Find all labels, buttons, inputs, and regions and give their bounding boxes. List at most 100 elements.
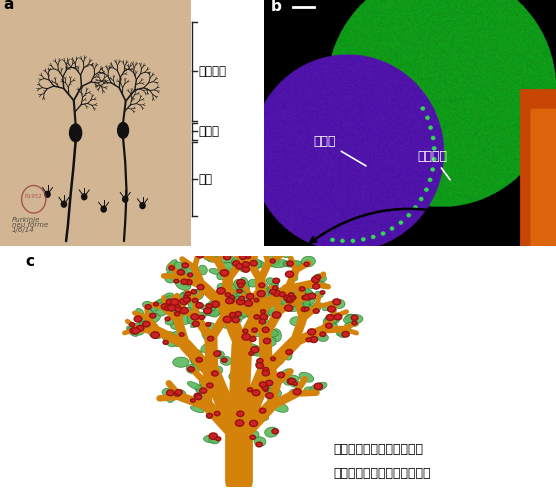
Circle shape: [260, 382, 266, 387]
Ellipse shape: [231, 296, 239, 303]
Ellipse shape: [266, 258, 280, 267]
Circle shape: [306, 338, 311, 342]
Ellipse shape: [180, 307, 191, 315]
Ellipse shape: [170, 307, 179, 313]
Ellipse shape: [271, 260, 288, 268]
Ellipse shape: [265, 389, 277, 396]
Circle shape: [246, 294, 254, 299]
Ellipse shape: [151, 299, 164, 311]
Ellipse shape: [174, 262, 187, 273]
Circle shape: [132, 328, 140, 334]
Circle shape: [191, 314, 199, 320]
Ellipse shape: [259, 282, 269, 293]
Circle shape: [327, 306, 335, 312]
Text: c: c: [25, 254, 34, 269]
Ellipse shape: [268, 356, 284, 367]
Ellipse shape: [304, 303, 311, 311]
Circle shape: [165, 306, 171, 310]
Ellipse shape: [257, 383, 269, 390]
Ellipse shape: [234, 259, 252, 270]
Circle shape: [314, 383, 322, 390]
Ellipse shape: [282, 293, 292, 300]
Ellipse shape: [222, 317, 241, 324]
Ellipse shape: [231, 257, 245, 267]
Circle shape: [272, 312, 281, 318]
Circle shape: [304, 262, 309, 266]
Circle shape: [279, 292, 285, 297]
Ellipse shape: [262, 329, 279, 337]
Circle shape: [266, 393, 273, 399]
Ellipse shape: [259, 357, 267, 364]
Ellipse shape: [226, 306, 242, 318]
Circle shape: [196, 252, 204, 258]
Circle shape: [227, 298, 234, 304]
Circle shape: [260, 314, 267, 320]
Ellipse shape: [194, 393, 203, 405]
Ellipse shape: [262, 355, 277, 365]
Ellipse shape: [172, 298, 187, 305]
Ellipse shape: [136, 308, 144, 318]
Circle shape: [262, 370, 270, 376]
Ellipse shape: [131, 324, 146, 333]
Ellipse shape: [256, 387, 276, 395]
Ellipse shape: [247, 308, 260, 320]
Ellipse shape: [234, 380, 247, 388]
Ellipse shape: [170, 276, 183, 281]
Ellipse shape: [197, 248, 207, 255]
Ellipse shape: [295, 292, 309, 302]
Circle shape: [270, 289, 276, 294]
Ellipse shape: [206, 303, 215, 316]
Ellipse shape: [344, 328, 351, 334]
Ellipse shape: [221, 315, 234, 328]
Circle shape: [216, 437, 221, 441]
Ellipse shape: [210, 406, 222, 415]
Ellipse shape: [219, 254, 234, 263]
Ellipse shape: [236, 304, 255, 308]
Ellipse shape: [186, 364, 200, 373]
Ellipse shape: [255, 381, 269, 390]
Circle shape: [289, 293, 294, 297]
Ellipse shape: [133, 329, 143, 335]
Ellipse shape: [271, 281, 278, 288]
Ellipse shape: [260, 322, 271, 332]
Circle shape: [226, 298, 233, 304]
Circle shape: [237, 411, 244, 417]
Circle shape: [259, 408, 266, 413]
Text: 軸索: 軸索: [198, 173, 213, 185]
Ellipse shape: [175, 278, 191, 290]
Circle shape: [151, 332, 160, 338]
Circle shape: [195, 395, 202, 400]
Circle shape: [209, 433, 217, 439]
Ellipse shape: [262, 378, 275, 385]
Circle shape: [223, 316, 231, 323]
Circle shape: [211, 371, 218, 376]
Ellipse shape: [187, 312, 199, 324]
Circle shape: [143, 321, 150, 327]
Ellipse shape: [336, 329, 346, 336]
Circle shape: [310, 337, 317, 342]
Circle shape: [165, 317, 170, 321]
Ellipse shape: [257, 380, 274, 389]
Text: 樹状突起: 樹状突起: [198, 65, 227, 78]
Ellipse shape: [218, 249, 230, 256]
Ellipse shape: [247, 343, 262, 356]
Circle shape: [245, 300, 252, 307]
Ellipse shape: [284, 377, 295, 385]
Circle shape: [261, 385, 269, 390]
Ellipse shape: [312, 274, 326, 283]
Circle shape: [302, 296, 307, 300]
Ellipse shape: [162, 293, 175, 305]
Ellipse shape: [127, 326, 138, 337]
Ellipse shape: [148, 328, 162, 338]
Ellipse shape: [289, 304, 305, 311]
Ellipse shape: [203, 435, 219, 443]
Ellipse shape: [304, 333, 319, 341]
Circle shape: [214, 411, 220, 416]
Ellipse shape: [305, 288, 314, 298]
Circle shape: [167, 390, 174, 396]
Ellipse shape: [252, 291, 268, 299]
Ellipse shape: [190, 350, 202, 364]
Ellipse shape: [198, 265, 207, 275]
Circle shape: [290, 295, 296, 300]
Circle shape: [259, 319, 265, 324]
